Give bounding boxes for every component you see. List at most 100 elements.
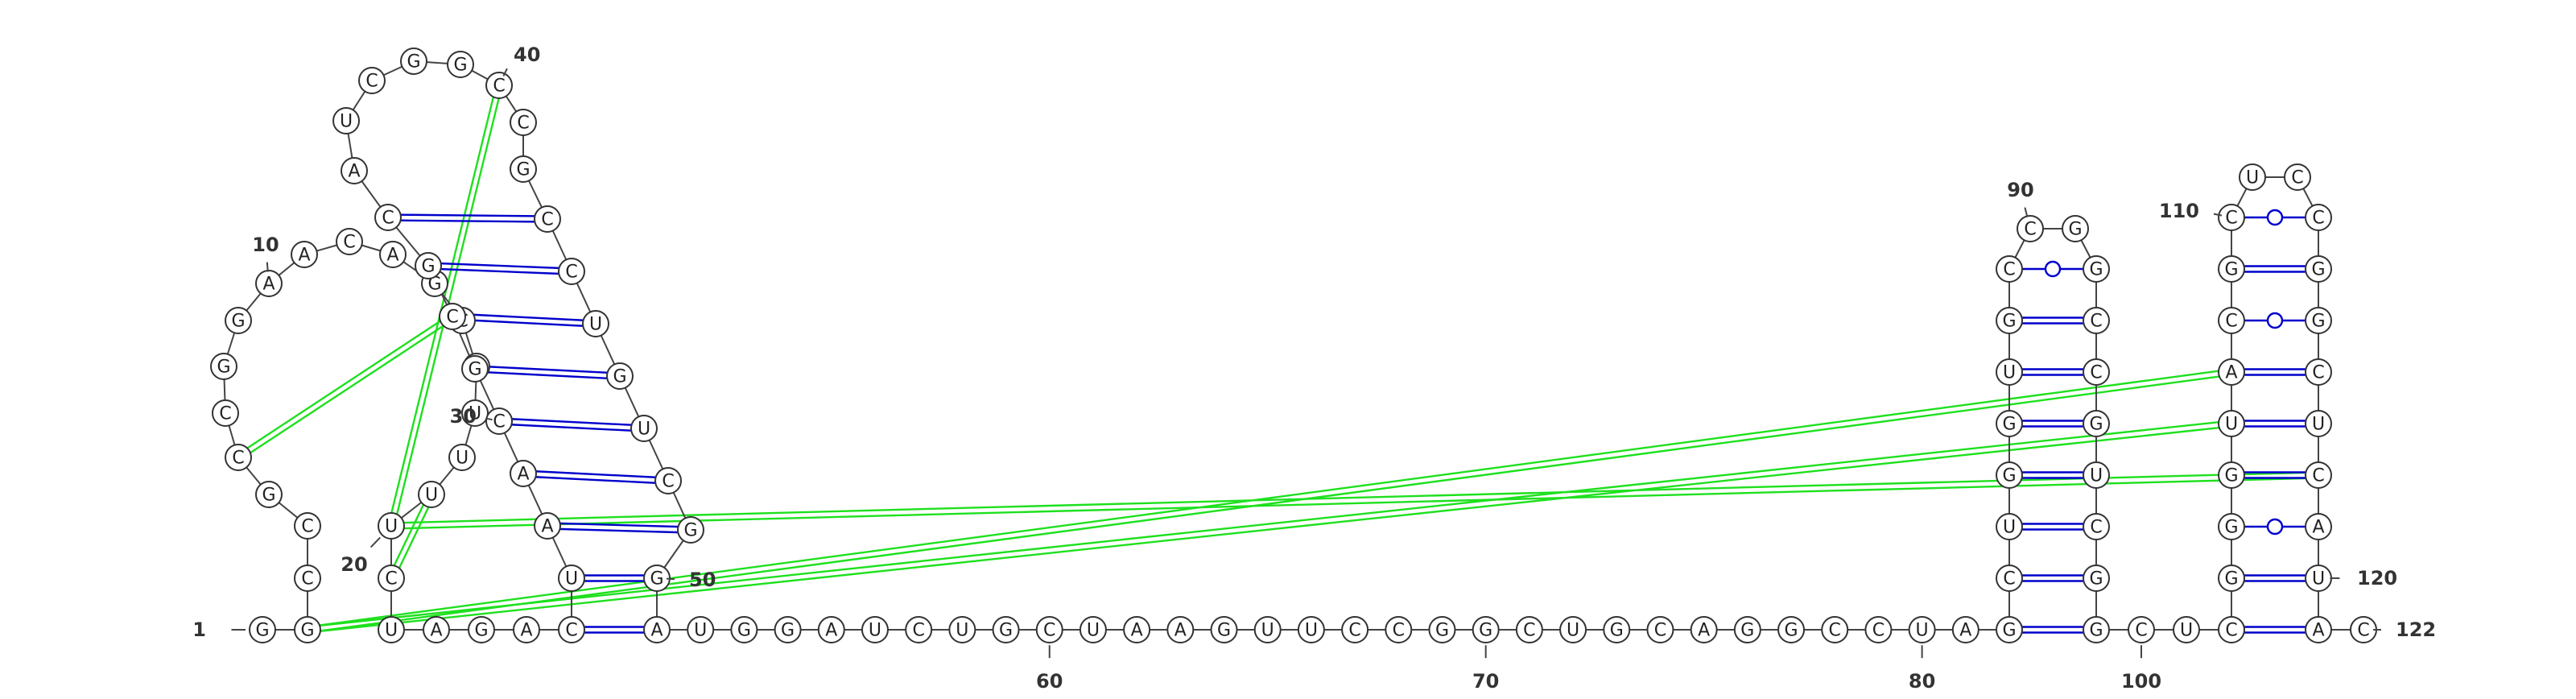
nucleotide: G bbox=[510, 155, 537, 183]
svg-text:C: C bbox=[365, 72, 378, 92]
svg-text:G: G bbox=[2002, 621, 2016, 641]
nucleotide: G bbox=[677, 516, 704, 544]
svg-text:G: G bbox=[300, 621, 314, 641]
svg-text:C: C bbox=[2312, 466, 2324, 486]
svg-text:A: A bbox=[2225, 363, 2237, 383]
svg-text:U: U bbox=[1261, 621, 1274, 641]
nucleotide: U bbox=[378, 512, 405, 540]
nucleotide: G bbox=[461, 355, 489, 383]
nucleotide: U bbox=[948, 616, 976, 643]
nucleotide: G bbox=[1996, 461, 2023, 489]
index-tick bbox=[666, 577, 675, 581]
nucleotide: G bbox=[1996, 410, 2023, 437]
nucleotide: C bbox=[439, 303, 466, 330]
nucleotide: U bbox=[378, 616, 405, 643]
svg-text:A: A bbox=[517, 465, 529, 485]
nucleotide: A bbox=[2305, 513, 2332, 540]
nucleotide: C bbox=[225, 444, 252, 471]
svg-text:G: G bbox=[2224, 569, 2238, 589]
pseudoknot-pair bbox=[387, 492, 436, 581]
svg-text:G: G bbox=[683, 521, 697, 541]
index-label: 80 bbox=[1909, 670, 1935, 693]
watson-crick-pair bbox=[2231, 574, 2318, 582]
watson-crick-pair bbox=[572, 574, 657, 582]
nucleotide: G bbox=[447, 51, 474, 78]
svg-text:A: A bbox=[2312, 621, 2324, 641]
nucleotide: G bbox=[2218, 565, 2245, 592]
svg-text:U: U bbox=[694, 621, 707, 641]
nucleotide: A bbox=[513, 616, 540, 643]
index-label: 110 bbox=[2159, 200, 2199, 222]
svg-text:G: G bbox=[2224, 466, 2238, 486]
svg-text:A: A bbox=[430, 621, 442, 641]
svg-text:U: U bbox=[2003, 518, 2016, 538]
svg-text:C: C bbox=[2090, 518, 2102, 538]
nucleotide: A bbox=[534, 512, 561, 540]
nucleotide: U bbox=[448, 444, 476, 471]
nucleotide: C bbox=[1646, 616, 1674, 643]
nucleotide: C bbox=[358, 67, 386, 94]
nucleotide: C bbox=[294, 565, 321, 592]
nucleotide: A bbox=[817, 616, 845, 643]
svg-text:C: C bbox=[1872, 621, 1885, 641]
svg-text:G: G bbox=[1740, 621, 1754, 641]
nucleotide: C bbox=[2128, 616, 2155, 643]
nucleotide: G bbox=[2062, 215, 2089, 242]
index-label: 120 bbox=[2357, 567, 2397, 589]
nucleotide: C bbox=[558, 616, 585, 643]
svg-text:G: G bbox=[2002, 312, 2016, 332]
svg-text:G: G bbox=[516, 160, 530, 180]
svg-text:G: G bbox=[427, 275, 441, 295]
nucleotide: G bbox=[468, 616, 495, 643]
nucleotide: C bbox=[2305, 461, 2332, 489]
svg-text:C: C bbox=[2225, 621, 2237, 641]
index-label: 60 bbox=[1036, 670, 1063, 693]
svg-text:G: G bbox=[2224, 518, 2238, 538]
index-tick bbox=[266, 262, 269, 272]
watson-crick-pair bbox=[547, 522, 691, 534]
svg-text:G: G bbox=[2089, 569, 2103, 589]
svg-text:U: U bbox=[385, 621, 398, 641]
nucleotide: C bbox=[1515, 616, 1543, 643]
nucleotide: U bbox=[1079, 616, 1107, 643]
nucleotide: G bbox=[774, 616, 802, 643]
watson-crick-pair bbox=[2009, 626, 2096, 634]
nucleotide: U bbox=[2218, 410, 2245, 437]
svg-text:C: C bbox=[1043, 621, 1055, 641]
nucleotide: G bbox=[2305, 307, 2332, 334]
nucleotide: U bbox=[687, 616, 715, 643]
svg-text:C: C bbox=[565, 263, 577, 283]
svg-text:G: G bbox=[2311, 312, 2325, 332]
svg-text:U: U bbox=[469, 404, 481, 424]
svg-text:G: G bbox=[2224, 260, 2238, 280]
svg-text:G: G bbox=[1217, 621, 1231, 641]
svg-text:A: A bbox=[541, 517, 553, 537]
nucleotide: G bbox=[2218, 513, 2245, 540]
svg-text:A: A bbox=[2312, 518, 2324, 538]
svg-text:C: C bbox=[2312, 363, 2324, 383]
nucleotide: C bbox=[2305, 358, 2332, 386]
svg-text:A: A bbox=[1131, 621, 1143, 641]
svg-text:U: U bbox=[456, 449, 469, 469]
watson-crick-pair bbox=[2009, 574, 2096, 582]
watson-crick-pair bbox=[2009, 316, 2096, 325]
svg-text:G: G bbox=[650, 569, 663, 589]
nucleotide: C bbox=[2218, 616, 2245, 643]
nucleotide: G bbox=[2083, 616, 2110, 643]
nucleotide: A bbox=[510, 460, 537, 487]
svg-text:C: C bbox=[493, 77, 505, 97]
svg-text:C: C bbox=[2024, 220, 2036, 240]
watson-crick-pair bbox=[474, 365, 621, 380]
svg-text:G: G bbox=[2002, 466, 2016, 486]
nucleotide: G bbox=[225, 307, 252, 334]
nucleotide: C bbox=[2083, 307, 2110, 334]
index-label: 20 bbox=[341, 553, 367, 576]
gu-wobble-pair bbox=[2231, 209, 2318, 226]
nucleotide: G bbox=[1472, 616, 1500, 643]
nucleotide: U bbox=[2305, 565, 2332, 592]
nucleotide: U bbox=[418, 481, 445, 508]
watson-crick-pair bbox=[2231, 471, 2318, 479]
svg-text:C: C bbox=[2090, 312, 2102, 332]
svg-text:U: U bbox=[565, 569, 578, 589]
